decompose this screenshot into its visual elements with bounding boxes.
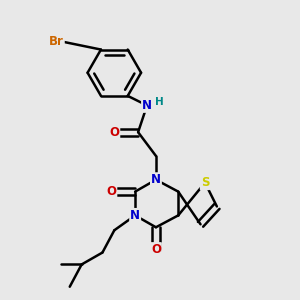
Text: S: S: [201, 176, 209, 189]
Text: H: H: [154, 98, 163, 107]
Text: N: N: [142, 99, 152, 112]
Text: O: O: [106, 185, 116, 198]
Text: N: N: [151, 173, 161, 186]
Text: O: O: [151, 243, 161, 256]
Text: Br: Br: [49, 35, 64, 48]
Text: O: O: [109, 126, 119, 139]
Text: N: N: [130, 209, 140, 222]
